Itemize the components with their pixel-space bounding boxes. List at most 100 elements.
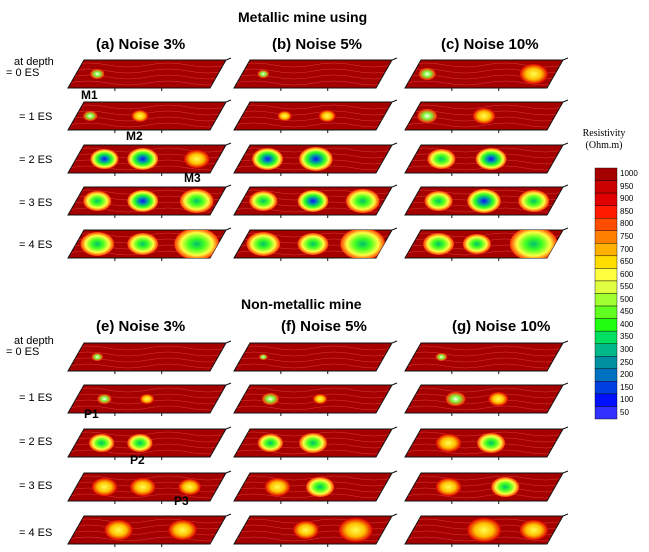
marker-p2: P2 [130,453,145,467]
colorbar-swatch [594,243,618,257]
colorbar-swatch [594,167,618,181]
resistivity-slice [67,99,232,133]
colorbar-level-label: 350 [620,332,634,342]
colorbar-level-label: 400 [620,319,634,329]
colorbar-swatch [594,180,618,194]
column-title-e: (e) Noise 3% [96,318,186,335]
resistivity-slice [67,184,232,218]
colorbar-level-label: 1000 [620,169,638,179]
colorbar-swatch [594,217,618,231]
resistivity-slice [233,99,398,133]
resistivity-slice [233,184,398,218]
colorbar-swatch [594,280,618,294]
colorbar-level-label: 450 [620,307,634,317]
colorbar-swatch [594,356,618,370]
colorbar-level-label: 850 [620,206,634,216]
colorbar-level-label: 600 [620,269,634,279]
resistivity-slice [233,470,398,504]
nonmetallic-section-title: Non-metallic mine [241,296,362,312]
column-title-f: (f) Noise 5% [281,318,367,335]
colorbar-swatch [594,330,618,344]
colorbar-swatch [594,268,618,282]
depth-label-0: = 0 ES [6,67,40,79]
marker-p3: P3 [174,494,189,508]
marker-p1: P1 [84,407,99,421]
resistivity-slice [67,513,232,547]
colorbar-level-label: 900 [620,194,634,204]
resistivity-slice [404,184,569,218]
colorbar-level-label: 200 [620,370,634,380]
depth-label-2: = 2 ES [19,436,53,448]
depth-header-label: at depth [14,335,54,347]
colorbar-title: Resistivity (Ohm.m) [582,128,626,151]
depth-label-0: = 0 ES [6,346,40,358]
colorbar-swatch [594,381,618,395]
colorbar-swatch [594,393,618,407]
metallic-section-title: Metallic mine using [238,9,368,25]
depth-label-4: = 4 ES [19,527,53,539]
colorbar-level-label: 950 [620,181,634,191]
resistivity-slice [233,57,398,91]
colorbar-level-label: 100 [620,395,634,405]
resistivity-slice [67,57,232,91]
resistivity-slice [67,142,232,176]
colorbar-swatch [594,318,618,332]
colorbar-swatch [594,406,618,420]
colorbar-level-label: 750 [620,232,634,242]
resistivity-slice [67,470,232,504]
resistivity-slice [233,340,398,374]
colorbar-level-label: 300 [620,344,634,354]
colorbar-level-label: 50 [620,407,629,417]
resistivity-slice [233,227,398,261]
colorbar-swatch [594,305,618,319]
resistivity-slice [67,340,232,374]
resistivity-slice [404,470,569,504]
resistivity-slice [67,227,232,261]
column-title-b: (b) Noise 5% [272,36,363,53]
colorbar-level-label: 550 [620,282,634,292]
colorbar-swatch [594,192,618,206]
column-title-g: (g) Noise 10% [452,318,551,335]
resistivity-slice [67,426,232,460]
depth-label-1: = 1 ES [19,111,53,123]
column-title-a: (a) Noise 3% [96,36,186,53]
resistivity-slice [233,426,398,460]
colorbar-swatch [594,230,618,244]
resistivity-slice [404,99,569,133]
resistivity-slice [404,426,569,460]
colorbar-level-label: 500 [620,294,634,304]
depth-label-3: = 3 ES [19,197,53,209]
colorbar-level-label: 250 [620,357,634,367]
resistivity-slice [233,142,398,176]
colorbar-level-label: 150 [620,382,634,392]
resistivity-slice [67,382,232,416]
resistivity-slice [404,513,569,547]
marker-m2: M2 [126,129,143,143]
marker-m3: M3 [184,171,201,185]
colorbar-swatch [594,368,618,382]
resistivity-slice [404,57,569,91]
resistivity-slice [404,382,569,416]
column-title-c: (c) Noise 10% [441,36,539,53]
colorbar-level-label: 700 [620,244,634,254]
colorbar-level-label: 800 [620,219,634,229]
colorbar-level-label: 650 [620,257,634,267]
depth-label-4: = 4 ES [19,239,53,251]
marker-m1: M1 [81,88,98,102]
colorbar-swatch [594,293,618,307]
depth-label-2: = 2 ES [19,154,53,166]
colorbar-swatch [594,205,618,219]
depth-label-1: = 1 ES [19,392,53,404]
resistivity-slice [233,382,398,416]
colorbar-swatch [594,255,618,269]
depth-header-label: at depth [14,56,54,68]
resistivity-slice [404,227,569,261]
resistivity-slice [404,340,569,374]
resistivity-slice [233,513,398,547]
resistivity-slice [404,142,569,176]
colorbar-swatch [594,343,618,357]
depth-label-3: = 3 ES [19,480,53,492]
